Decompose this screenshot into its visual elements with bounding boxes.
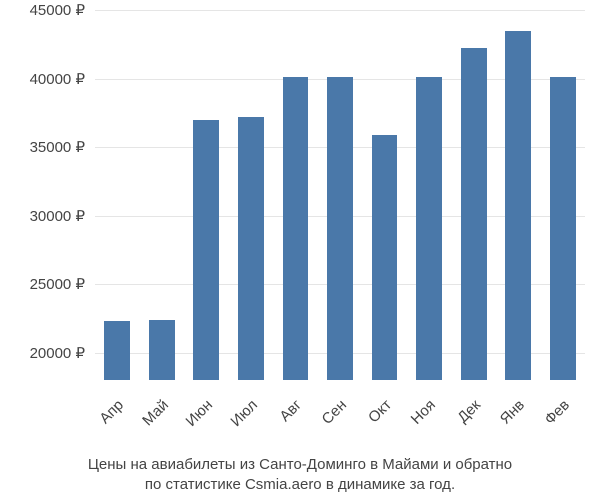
bar — [283, 77, 309, 380]
bar — [193, 120, 219, 380]
plot-area: 20000 ₽25000 ₽30000 ₽35000 ₽40000 ₽45000… — [95, 10, 585, 380]
bar — [149, 320, 175, 380]
y-tick-label: 30000 ₽ — [30, 207, 85, 225]
x-tick-label: Сен — [319, 396, 350, 427]
caption-line: Цены на авиабилеты из Санто-Доминго в Ма… — [0, 455, 600, 475]
bar — [461, 48, 487, 380]
bar — [416, 77, 442, 380]
gridline — [95, 10, 585, 11]
chart-caption: Цены на авиабилеты из Санто-Доминго в Ма… — [0, 455, 600, 495]
y-tick-label: 35000 ₽ — [30, 138, 85, 156]
bar — [372, 135, 398, 380]
x-tick-label: Май — [139, 396, 172, 429]
bar — [505, 31, 531, 380]
caption-line: по статистике Csmia.aero в динамике за г… — [0, 475, 600, 495]
bar — [550, 77, 576, 380]
x-tick-label: Окт — [365, 396, 395, 426]
x-tick-label: Янв — [497, 396, 528, 427]
bar — [327, 77, 353, 380]
y-tick-label: 20000 ₽ — [30, 344, 85, 362]
y-tick-label: 45000 ₽ — [30, 1, 85, 19]
x-tick-label: Дек — [454, 396, 484, 426]
x-tick-label: Апр — [97, 396, 128, 427]
y-tick-label: 40000 ₽ — [30, 70, 85, 88]
bar — [104, 321, 130, 380]
x-tick-label: Июн — [183, 396, 216, 429]
x-tick-label: Фев — [541, 396, 573, 428]
price-chart: 20000 ₽ 25000 ₽ 30000 ₽ 35000 ₽ 40000 ₽ 45000… — [0, 0, 600, 500]
y-tick-label: 25000 ₽ — [30, 275, 85, 293]
x-tick-label: Авг — [277, 396, 306, 425]
bar — [238, 117, 264, 380]
x-tick-label: Июл — [227, 396, 261, 430]
x-tick-label: Ноя — [408, 396, 439, 427]
